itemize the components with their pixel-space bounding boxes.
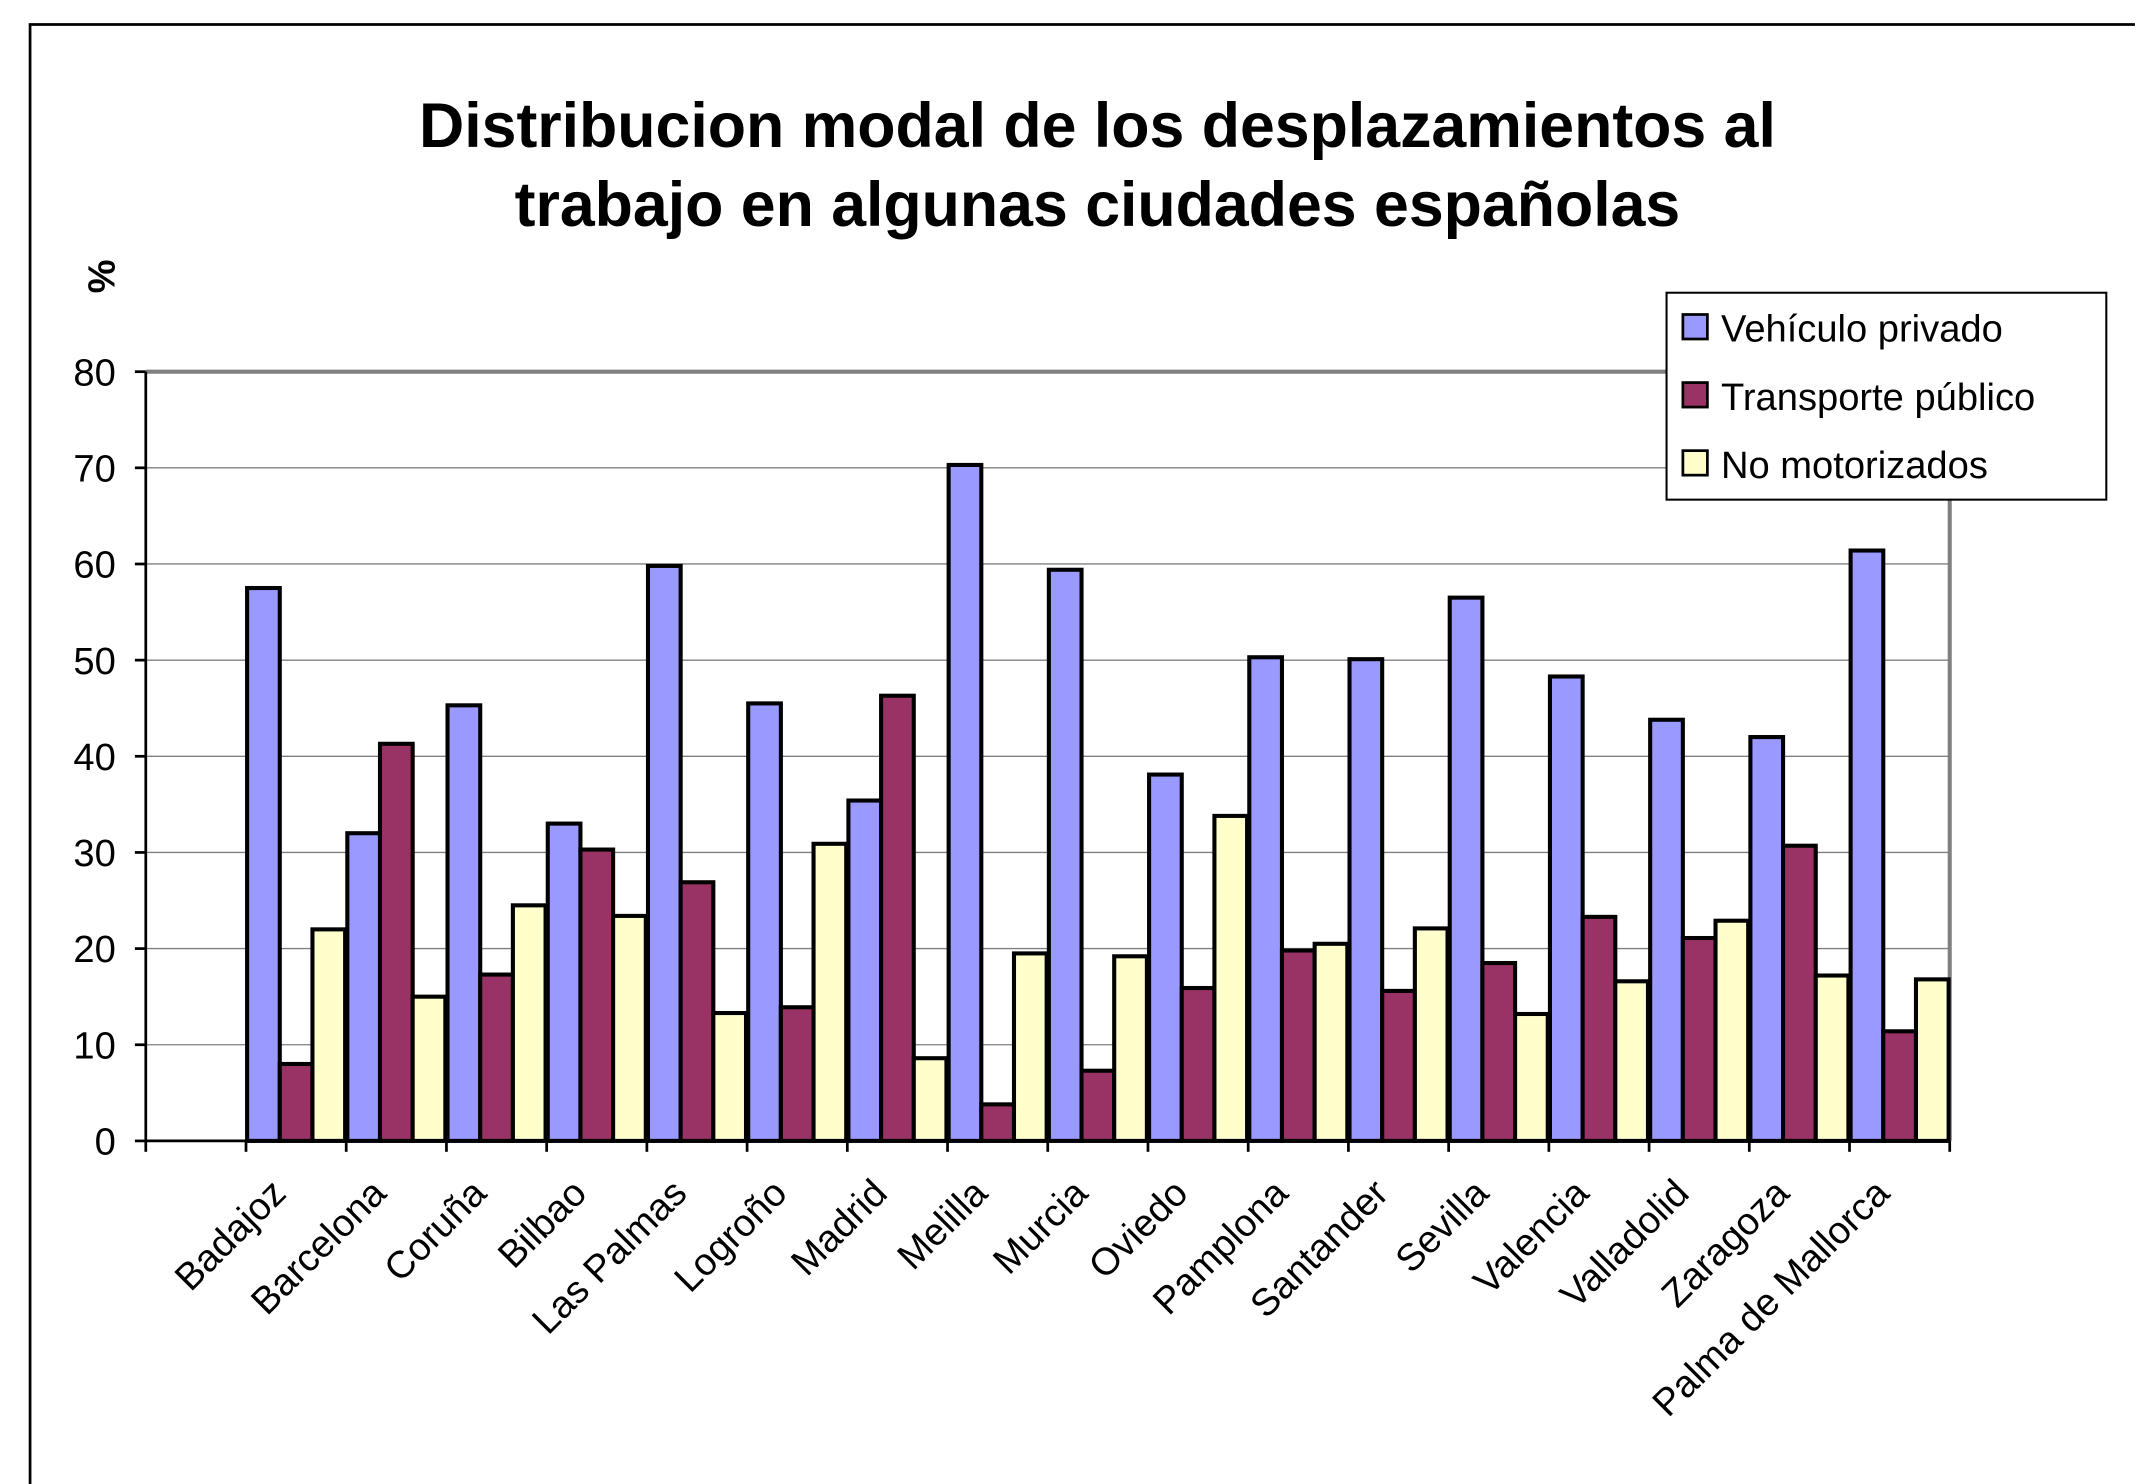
bar	[1279, 948, 1317, 1143]
bar	[1648, 717, 1685, 1143]
bar	[1580, 914, 1618, 1143]
y-tick-label: 70	[73, 447, 115, 490]
bar	[410, 994, 448, 1143]
bar	[778, 1005, 816, 1143]
bar	[277, 1061, 315, 1143]
bar	[811, 841, 849, 1143]
bar	[377, 741, 415, 1143]
chart-title: Distribucion modal de los desplazamiento…	[419, 91, 1776, 240]
y-tick-label: 60	[73, 544, 115, 587]
bar	[1748, 735, 1786, 1143]
bar	[879, 693, 916, 1143]
bar	[1112, 954, 1149, 1143]
bar	[1212, 813, 1250, 1143]
y-tick-label: 80	[73, 351, 115, 394]
bar	[1713, 918, 1751, 1143]
bar	[1881, 1029, 1919, 1143]
bar	[611, 913, 648, 1143]
bar	[1380, 988, 1417, 1143]
bar	[1613, 979, 1651, 1143]
bar	[1247, 655, 1285, 1143]
bar	[478, 972, 515, 1143]
bar	[1079, 1068, 1117, 1143]
bar	[946, 462, 984, 1143]
legend-label: Vehículo privado	[1721, 308, 2003, 351]
y-tick-label: 40	[73, 736, 115, 779]
bar	[1680, 935, 1718, 1143]
bar	[1813, 973, 1851, 1143]
bar	[1179, 985, 1217, 1143]
bar	[711, 1010, 749, 1143]
y-tick-label: 50	[73, 640, 115, 683]
legend-box	[1665, 291, 2108, 501]
bar	[1147, 772, 1184, 1143]
bar	[310, 927, 348, 1143]
bar	[645, 563, 683, 1143]
bar	[245, 585, 282, 1143]
bar	[1312, 941, 1350, 1143]
bar	[911, 1056, 949, 1143]
bar	[1347, 657, 1385, 1143]
y-tick-label: 10	[73, 1024, 115, 1067]
chart-border	[28, 23, 2135, 1484]
y-tick-label: 30	[73, 832, 115, 875]
y-axis-label: %	[80, 259, 123, 293]
y-tick-label: 0	[95, 1121, 116, 1164]
bar	[545, 821, 583, 1143]
bar	[979, 1102, 1017, 1143]
legend-label: No motorizados	[1721, 444, 1988, 487]
bar	[345, 831, 383, 1143]
bar	[1781, 843, 1818, 1143]
bar	[846, 798, 884, 1143]
bar	[1046, 567, 1084, 1143]
legend-swatch	[1681, 381, 1709, 409]
bar	[1480, 960, 1518, 1143]
bar	[1513, 1011, 1550, 1143]
bar	[510, 903, 548, 1143]
y-tick-label: 20	[73, 928, 115, 971]
legend-swatch	[1681, 449, 1709, 477]
bar	[445, 703, 483, 1143]
bar	[1547, 674, 1585, 1143]
bar	[678, 880, 716, 1143]
bar	[1913, 977, 1951, 1143]
bar	[746, 701, 783, 1143]
legend-label: Transporte público	[1721, 376, 2035, 419]
bar	[1447, 595, 1485, 1143]
bar	[1848, 548, 1886, 1143]
legend-swatch	[1681, 313, 1709, 341]
bar	[578, 847, 616, 1143]
bar	[1412, 926, 1450, 1143]
bar	[1011, 951, 1049, 1143]
